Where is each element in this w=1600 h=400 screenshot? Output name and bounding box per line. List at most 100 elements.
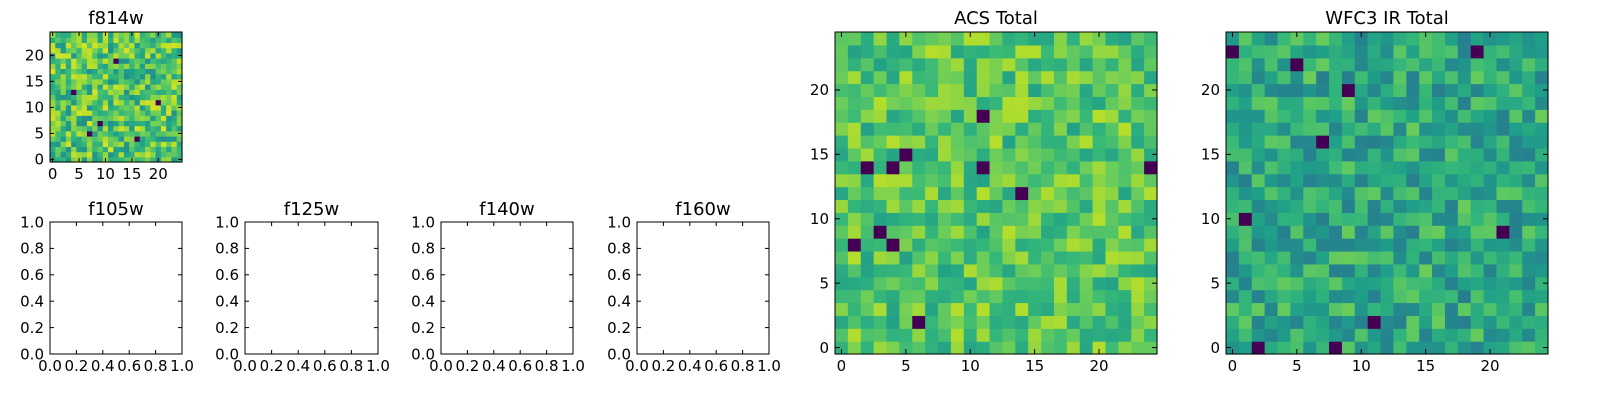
acs-total-pixel (886, 83, 900, 97)
wfc3-ir-total-pixel (1432, 160, 1446, 175)
wfc3-ir-total-pixel (1393, 302, 1407, 316)
wfc3-ir-total-pixel (1509, 186, 1523, 201)
f814w-pixel (55, 52, 62, 59)
acs-total-title: ACS Total (954, 8, 1038, 29)
wfc3-ir-total-pixel (1341, 328, 1356, 342)
f814w-pixel (86, 130, 93, 137)
acs-total-pixel (899, 147, 913, 162)
wfc3-ir-total-pixel (1354, 83, 1369, 97)
f814w-pixel (81, 156, 88, 163)
wfc3-ir-total-pixel (1457, 341, 1472, 355)
f814w-pixel (166, 110, 173, 116)
f814w-pixel (129, 73, 136, 80)
wfc3-ir-total-pixel (1496, 147, 1510, 162)
wfc3-ir-total-pixel (1251, 109, 1266, 123)
f814w-pixel (176, 63, 183, 69)
wfc3-ir-total-pixel (1354, 315, 1369, 329)
wfc3-ir-total-pixel (1380, 173, 1395, 188)
acs-total-pixel (1131, 173, 1145, 188)
acs-total-pixel (1131, 225, 1145, 239)
wfc3-ir-total-pixel (1432, 96, 1446, 110)
acs-total-pixel (938, 83, 952, 97)
acs-total-pixel (1118, 199, 1132, 213)
f814w-pixel (102, 125, 109, 132)
acs-total-pixel (1118, 315, 1132, 329)
f814w-pixel (65, 136, 72, 142)
acs-total-pixel (1079, 83, 1094, 97)
f814w-pixel (145, 47, 151, 54)
wfc3-ir-total-pixel (1264, 276, 1279, 291)
f814w-pixel (139, 84, 146, 90)
f814w-pixel (160, 47, 167, 54)
f814w-pixel (139, 78, 146, 85)
wfc3-ir-total-pixel (1483, 147, 1498, 162)
wfc3-ir-total-pixel (1380, 289, 1395, 304)
f814w-pixel (102, 120, 109, 127)
acs-total-pixel (950, 302, 965, 316)
wfc3-ir-total-pixel (1380, 57, 1395, 72)
f814w-pixel (166, 104, 173, 111)
acs-total-frame (834, 31, 1158, 355)
acs-total-pixel (1028, 32, 1042, 46)
f814w-pixel (50, 120, 56, 127)
acs-total-pixel (835, 341, 849, 355)
wfc3-ir-total-pixel (1290, 238, 1304, 252)
wfc3-ir-total-pixel (1367, 122, 1382, 136)
f814w-pixel (65, 146, 72, 153)
wfc3-ir-total-pixel (1496, 263, 1510, 278)
wfc3-ir-total-pixel (1316, 70, 1330, 85)
acs-total-pixel (1015, 96, 1029, 110)
wfc3-ir-total-pixel (1393, 57, 1407, 72)
wfc3-ir-total-pixel (1251, 263, 1266, 278)
acs-total-pixel (950, 263, 965, 278)
wfc3-ir-total-pixel (1406, 122, 1420, 136)
f140w-xtick-label: 0.2 (455, 357, 479, 375)
wfc3-ir-total-pixel (1406, 263, 1420, 278)
acs-total-pixel (963, 225, 978, 239)
wfc3-ir-total-pixel (1432, 44, 1446, 59)
wfc3-ir-total-pixel (1277, 109, 1291, 123)
f814w-pixel (102, 84, 109, 90)
f814w-pixel (71, 125, 77, 132)
f814w-pixel (171, 37, 178, 43)
f814w-pixel (102, 58, 109, 64)
wfc3-ir-total-pixel (1444, 302, 1459, 316)
f814w-pixel (76, 146, 83, 153)
f814w-pixel (171, 125, 178, 132)
wfc3-ir-total-pixel (1406, 173, 1420, 188)
acs-total-pixel (1002, 263, 1016, 278)
wfc3-ir-total-pixel (1393, 238, 1407, 252)
f814w-pixel (171, 63, 178, 69)
acs-total-pixel (847, 199, 862, 213)
wfc3-ir-total-pixel (1522, 70, 1536, 85)
acs-total-pixel (938, 302, 952, 316)
f814w-pixel (176, 141, 183, 147)
acs-total-pixel (1092, 225, 1107, 239)
f814w-pixel (55, 58, 62, 64)
acs-total-pixel (873, 135, 888, 149)
wfc3-ir-total-pixel (1367, 186, 1382, 201)
acs-total-pixel (886, 96, 900, 110)
f814w-pixel (166, 73, 173, 80)
wfc3-ir-total-pixel (1444, 44, 1459, 59)
f814w-pixel (81, 125, 88, 132)
wfc3-ir-total-pixel (1238, 263, 1253, 278)
f814w-pixel (123, 37, 130, 43)
acs-total-pixel (860, 315, 875, 329)
wfc3-ir-total-pixel (1316, 276, 1330, 291)
f140w-xtick-label: 0.8 (535, 357, 559, 375)
wfc3-ir-total-pixel (1419, 199, 1433, 213)
f814w-pixel (134, 73, 141, 80)
wfc3-ir-total-pixel (1522, 315, 1536, 329)
wfc3-ir-total-pixel (1316, 328, 1330, 342)
wfc3-ir-total-pixel (1522, 32, 1536, 46)
wfc3-ir-total-pixel (1393, 44, 1407, 59)
wfc3-ir-total-pixel (1329, 315, 1343, 329)
wfc3-ir-total-pixel (1226, 83, 1240, 97)
f814w-pixel (129, 99, 136, 106)
acs-total-pixel (1131, 302, 1145, 316)
wfc3-ir-total-pixel (1251, 302, 1266, 316)
acs-total-pixel (912, 57, 926, 72)
acs-total-pixel (1105, 173, 1119, 188)
wfc3-ir-total-pixel (1290, 147, 1304, 162)
